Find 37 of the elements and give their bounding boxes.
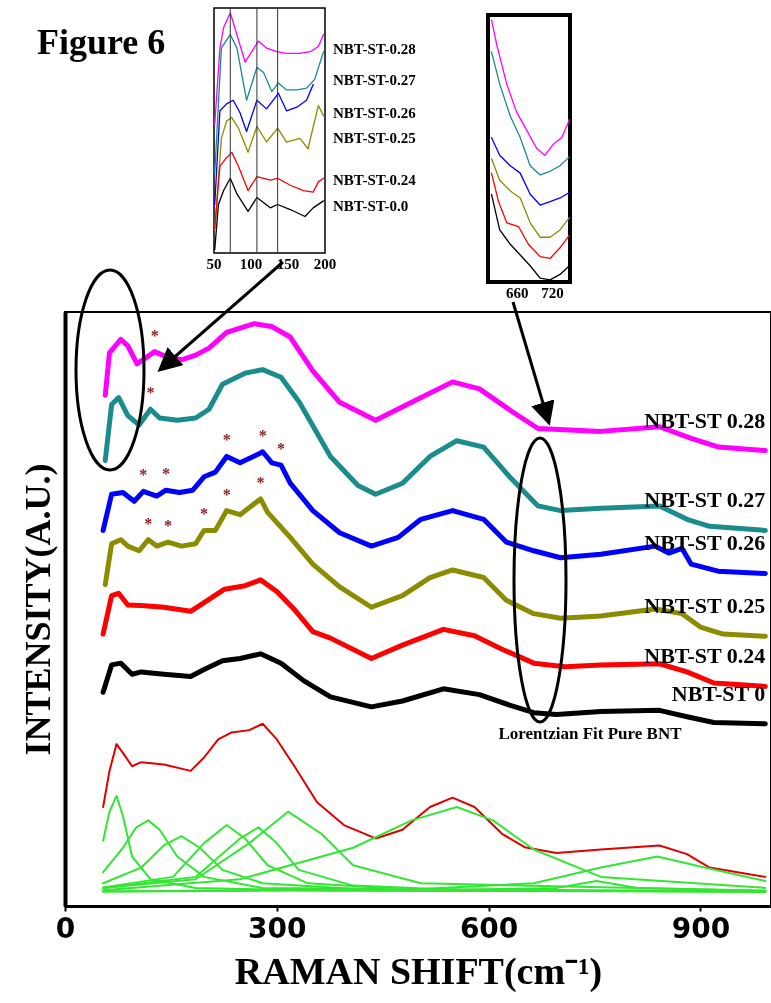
annotation: * [222,431,231,449]
x-tick-label: 200 [313,256,337,272]
x-tick-label: 300 [248,911,307,945]
x-tick-label: 600 [459,911,519,945]
chart-title: Figure 6 [37,22,166,62]
series-label: NBT-ST-0.26 [333,104,417,121]
annotation: * [277,440,286,458]
series-label: NBT-ST 0.24 [644,643,766,669]
annotation: * [258,426,267,444]
series-label: NBT-ST 0 [671,680,766,706]
x-tick-label: 720 [541,285,564,301]
annotation: Lorentzian Fit Pure BNT [498,724,683,743]
series-label: NBT-ST-0.27 [333,71,417,88]
annotation: * [222,485,231,503]
annotation: * [144,514,153,532]
series-label: NBT-ST 0.28 [644,407,766,433]
x-axis-title: RAMAN SHIFT(cm⁻¹) [234,949,603,993]
x-tick-label: 0 [55,911,76,945]
y-axis-title: INTENSITY(A.U.) [17,463,58,756]
annotation: * [150,326,159,344]
annotation: * [161,465,170,483]
series-label: NBT-ST 0.25 [644,593,766,619]
x-tick-label: 660 [506,285,529,301]
x-tick-label: 100 [239,256,263,272]
series-label: NBT-ST 0.26 [644,530,766,556]
x-tick-label: 50 [206,256,222,272]
annotation: * [146,384,155,402]
series-label: NBT-ST-0.24 [333,172,417,189]
annotation: * [164,517,173,535]
annotation: * [139,466,148,484]
annotation: * [256,473,265,491]
x-tick-label: 900 [671,911,731,945]
series-label: NBT-ST-0.25 [333,130,416,147]
series-label: NBT-ST 0.27 [644,487,766,513]
annotation: * [200,505,209,523]
series-label: NBT-ST-0.28 [333,40,416,57]
series-label: NBT-ST-0.0 [333,197,409,214]
